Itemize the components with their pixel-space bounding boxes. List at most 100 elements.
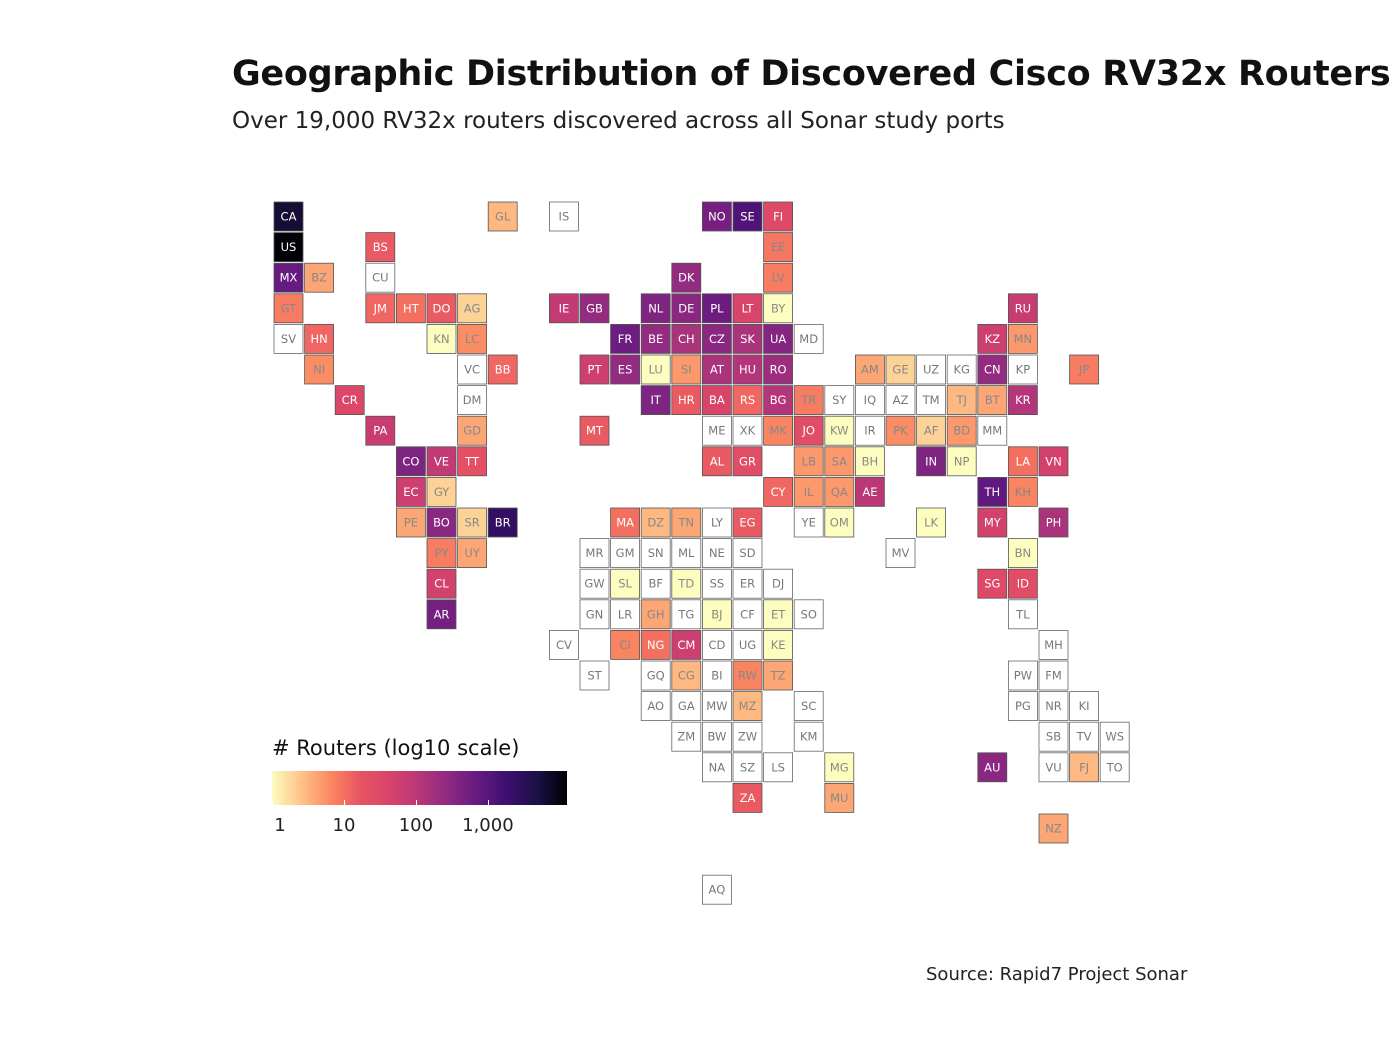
tile-label-xk: XK <box>740 424 756 438</box>
tile-ga: GA <box>671 691 702 721</box>
tile-in: IN <box>916 446 946 477</box>
tile-gd: GD <box>457 415 488 446</box>
tile-rect-py <box>426 538 457 568</box>
tile-kw: KW <box>824 415 855 446</box>
tile-gw: GW <box>579 568 610 599</box>
tile-label-km: KM <box>800 730 817 744</box>
tile-rect-lu <box>640 354 671 385</box>
tile-label-cv: CV <box>556 638 572 652</box>
tile-rect-ml <box>671 538 702 568</box>
tile-sg: SG <box>977 568 1008 599</box>
tile-label-es: ES <box>618 363 633 377</box>
tile-rect-qa <box>824 476 855 507</box>
tile-rect-bd <box>946 415 977 446</box>
tile-rect-sk <box>732 323 763 354</box>
tile-rect-bb <box>487 354 518 385</box>
tile-rect-gm <box>610 538 640 568</box>
tile-label-tv: TV <box>1076 730 1092 744</box>
tile-rect-lr <box>610 599 640 630</box>
tile-label-tr: TR <box>800 393 816 407</box>
tile-rect-az <box>885 385 916 416</box>
tile-rect-mr <box>579 538 610 568</box>
tile-tn: TN <box>671 507 702 538</box>
tile-rect-ae <box>855 476 885 507</box>
tile-rect-ci <box>610 630 640 660</box>
legend-title: # Routers (log10 scale) <box>272 736 520 760</box>
tile-rect-ua <box>763 323 793 354</box>
tile-do: DO <box>426 293 457 324</box>
tile-rect-ni <box>304 354 335 385</box>
tile-kr: KR <box>1008 385 1038 416</box>
tile-label-bw: BW <box>707 730 726 744</box>
tile-pa: PA <box>365 415 396 446</box>
tile-rect-ly <box>702 507 732 538</box>
tile-label-fr: FR <box>618 332 633 346</box>
tile-gr: GR <box>732 446 763 477</box>
tile-dz: DZ <box>640 507 671 538</box>
tile-us: US <box>273 232 304 263</box>
tile-ht: HT <box>395 293 426 324</box>
tile-ci: CI <box>610 630 640 660</box>
tile-rect-tz <box>763 660 793 691</box>
tile-label-bs: BS <box>373 240 388 254</box>
tile-pt: PT <box>579 354 610 385</box>
tile-my: MY <box>977 507 1008 538</box>
tile-label-ly: LY <box>711 516 724 530</box>
tile-label-bg: BG <box>770 393 787 407</box>
legend-tick-label: 100 <box>398 815 434 836</box>
tile-label-pa: PA <box>373 424 387 438</box>
tile-sc: SC <box>793 691 824 721</box>
tile-ao: AO <box>640 691 671 721</box>
tile-rect-gl <box>487 201 518 232</box>
tile-label-tj: TJ <box>955 393 966 407</box>
tile-rect-bw <box>702 721 732 752</box>
tile-label-lv: LV <box>772 271 785 285</box>
tile-label-ua: UA <box>770 332 786 346</box>
tile-label-mn: MN <box>1014 332 1033 346</box>
tile-rect-ki <box>1069 691 1099 721</box>
tile-rect-bj <box>702 599 732 630</box>
tile-ir: IR <box>855 415 885 446</box>
tile-ki: KI <box>1069 691 1099 721</box>
tile-id: ID <box>1008 568 1038 599</box>
tile-ml: ML <box>671 538 702 568</box>
tile-rect-gw <box>579 568 610 599</box>
tile-label-tt: TT <box>464 454 480 468</box>
tile-label-ba: BA <box>709 393 725 407</box>
tile-de: DE <box>671 293 702 324</box>
tile-uz: UZ <box>916 354 946 385</box>
tile-label-id: ID <box>1017 577 1029 591</box>
tile-rect-mx <box>273 262 304 293</box>
tile-ba: BA <box>702 385 732 416</box>
tile-label-bh: BH <box>862 454 879 468</box>
tile-fj: FJ <box>1069 752 1099 783</box>
tile-na: NA <box>702 752 732 783</box>
tile-label-au: AU <box>984 760 1000 774</box>
tile-co: CO <box>395 446 426 477</box>
tile-ma: MA <box>610 507 640 538</box>
tile-label-gq: GQ <box>647 669 665 683</box>
tile-rect-la <box>1008 446 1038 477</box>
tile-rect-sd <box>732 538 763 568</box>
tile-rect-ga <box>671 691 702 721</box>
tile-ke: KE <box>763 630 793 660</box>
tile-rect-ph <box>1038 507 1069 538</box>
tile-rect-kw <box>824 415 855 446</box>
tile-bs: BS <box>365 232 396 263</box>
tile-st: ST <box>579 660 610 691</box>
tile-si: SI <box>671 354 702 385</box>
tile-rect-am <box>855 354 885 385</box>
tile-label-be: BE <box>648 332 663 346</box>
tile-rect-zw <box>732 721 763 752</box>
tile-rect-nr <box>1038 691 1069 721</box>
tile-mu: MU <box>824 783 855 813</box>
tile-eg: EG <box>732 507 763 538</box>
tile-bz: BZ <box>304 262 335 293</box>
tile-cz: CZ <box>702 323 732 354</box>
tile-rect-pl <box>702 293 732 324</box>
tile-rect-be <box>640 323 671 354</box>
tile-label-pw: PW <box>1014 669 1032 683</box>
tile-rect-af <box>916 415 946 446</box>
tile-nl: NL <box>640 293 671 324</box>
tile-label-hr: HR <box>678 393 695 407</box>
